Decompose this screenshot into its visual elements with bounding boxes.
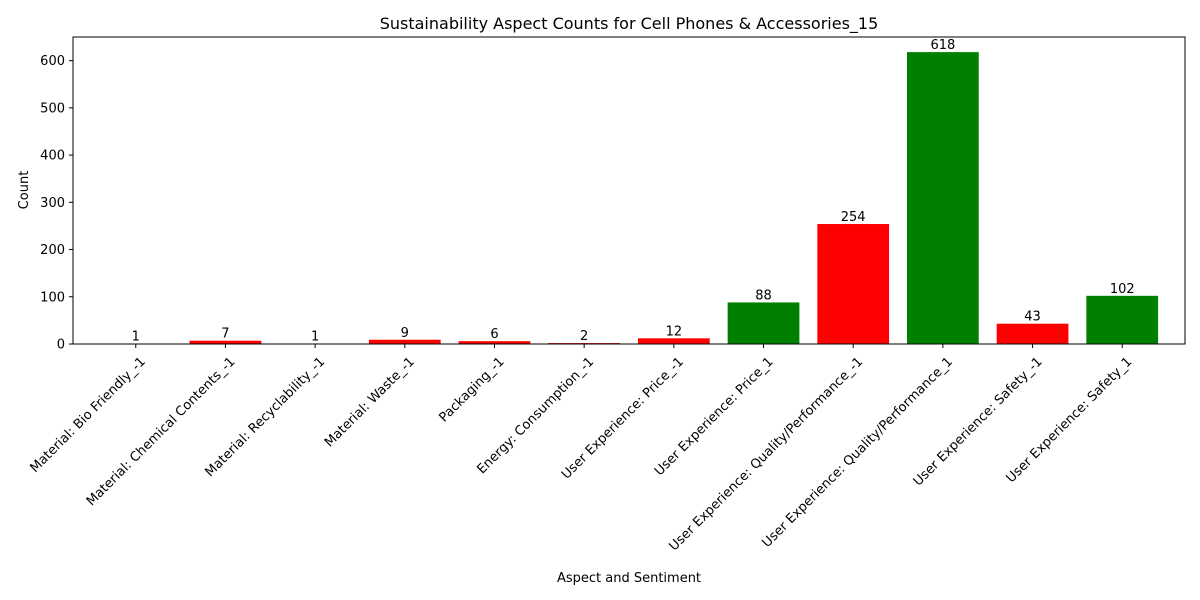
bar-value-label: 12 <box>666 324 683 339</box>
bar-value-label: 2 <box>580 329 588 344</box>
bar <box>1086 295 1159 344</box>
x-tick-label: User Experience: Quality/Performance_-1 <box>667 354 867 554</box>
chart-title: Sustainability Aspect Counts for Cell Ph… <box>380 14 879 34</box>
bars-group <box>99 52 1159 345</box>
bar-value-label: 6 <box>490 327 498 342</box>
y-tick-label: 600 <box>40 54 65 69</box>
y-tick-label: 500 <box>40 101 65 116</box>
bar <box>189 340 262 344</box>
bar-value-label: 88 <box>755 288 772 303</box>
bar-value-label: 1 <box>132 330 140 345</box>
bar-value-label: 7 <box>221 327 229 342</box>
y-tick-label: 200 <box>40 243 65 258</box>
y-tick-label: 400 <box>40 149 65 164</box>
y-tick-label: 300 <box>40 196 65 211</box>
bar-value-label: 254 <box>841 210 866 225</box>
bar <box>637 338 710 344</box>
bar <box>996 323 1069 344</box>
x-tick-label: Material: Chemical Contents_-1 <box>84 354 239 509</box>
x-tick-label: User Experience: Quality/Performance_1 <box>760 354 956 550</box>
bar-labels-group: 1 7 1 9 6 2 12 88 254 618 43 102 <box>132 38 1135 344</box>
bar <box>458 341 531 344</box>
bar <box>368 339 441 344</box>
y-tick-label: 0 <box>57 338 65 353</box>
bar <box>907 52 979 345</box>
y-tick-label: 100 <box>40 290 65 305</box>
x-axis-label: Aspect and Sentiment <box>557 571 701 586</box>
bar-value-label: 618 <box>930 38 955 53</box>
bar-value-label: 1 <box>311 330 319 345</box>
bar-value-label: 43 <box>1024 310 1041 325</box>
x-tick-label: Packaging_-1 <box>436 354 507 425</box>
bar-value-label: 102 <box>1110 282 1135 297</box>
y-axis-label: Count <box>17 171 32 210</box>
plot-frame <box>72 36 1186 345</box>
bar-value-label: 9 <box>401 326 409 341</box>
bar <box>727 302 800 344</box>
x-tick-label: Material: Waste_-1 <box>322 354 418 450</box>
y-axis: 0 100 200 300 400 500 600 <box>40 54 73 353</box>
bar <box>817 224 890 344</box>
